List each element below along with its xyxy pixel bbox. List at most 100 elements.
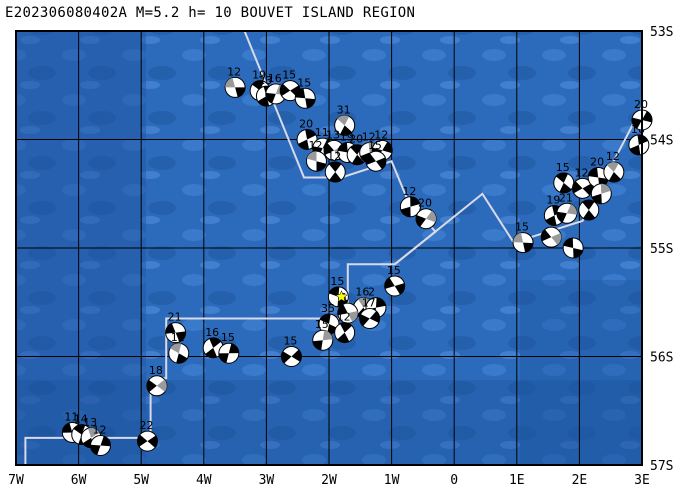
compressional-quadrant	[384, 277, 395, 289]
longitude-label: 6W	[71, 473, 87, 488]
focal-mechanism: 15	[294, 76, 316, 109]
compressional-quadrant	[137, 434, 148, 447]
focal-mechanism: 15	[384, 264, 406, 297]
focal-mechanism: 12	[334, 311, 356, 344]
longitude-label: 3W	[259, 473, 275, 488]
compressional-quadrant	[323, 142, 335, 155]
compressional-quadrant	[416, 215, 427, 227]
compressional-quadrant	[606, 162, 619, 173]
compressional-quadrant	[582, 200, 595, 211]
focal-mechanism: 15	[312, 318, 334, 351]
depth-label: 20	[349, 133, 363, 146]
compressional-quadrant	[382, 141, 393, 154]
depth-label: 20	[590, 155, 604, 168]
compressional-quadrant	[281, 351, 292, 364]
depth-label: 15	[283, 335, 297, 348]
longitude-label: 2E	[572, 473, 588, 488]
depth-label: 13	[83, 416, 97, 429]
compressional-quadrant	[582, 183, 593, 196]
depth-label: 31	[337, 103, 351, 116]
focal-mechanism: 15	[218, 331, 240, 364]
compressional-quadrant	[556, 211, 567, 223]
compressional-quadrant	[513, 232, 524, 243]
compressional-quadrant	[329, 286, 340, 297]
depth-label: 12	[402, 185, 416, 198]
compressional-quadrant	[147, 435, 158, 448]
depth-label: 11	[64, 410, 78, 423]
compressional-quadrant	[225, 77, 236, 88]
focal-mechanism: 18	[146, 364, 168, 397]
compressional-quadrant	[375, 297, 386, 308]
depth-label: 15	[330, 275, 344, 288]
compressional-quadrant	[337, 332, 350, 343]
depth-label: 12	[327, 150, 341, 163]
longitude-label: 2W	[321, 473, 337, 488]
depth-label: 12	[227, 65, 241, 78]
longitude-label: 3E	[634, 473, 650, 488]
focal-mechanism: 20	[631, 98, 653, 131]
depth-label: 23	[258, 74, 272, 87]
compressional-quadrant	[337, 304, 348, 316]
compressional-quadrant	[426, 210, 437, 223]
focal-mechanism: 19	[543, 193, 565, 226]
focal-mechanism: 12	[572, 166, 594, 199]
compressional-quadrant	[209, 337, 222, 348]
compressional-quadrant	[306, 151, 317, 162]
compressional-quadrant	[337, 142, 348, 153]
depth-label: 12	[606, 150, 620, 163]
compressional-quadrant	[632, 117, 642, 129]
depth-label: 13	[326, 128, 340, 141]
compressional-quadrant	[329, 172, 342, 183]
focal-mechanism: 12	[305, 139, 327, 172]
compressional-quadrant	[541, 229, 552, 242]
depth-label: 15	[387, 264, 401, 277]
focal-mechanism: 12	[90, 423, 112, 456]
compressional-quadrant	[337, 115, 350, 126]
focal-mechanism: 20	[415, 197, 437, 230]
compressional-quadrant	[73, 424, 86, 435]
focal-mechanism: 20	[296, 118, 318, 150]
depth-label: 15	[515, 221, 529, 234]
focal-mechanism: 15	[280, 335, 302, 367]
event-star-icon	[335, 290, 348, 303]
depth-label: 11	[315, 126, 329, 139]
longitude-label: 0	[450, 473, 458, 488]
map-frame	[15, 30, 643, 466]
compressional-quadrant	[329, 162, 342, 173]
longitude-label: 1W	[384, 473, 400, 488]
compressional-quadrant	[394, 283, 405, 295]
focal-mechanism: 12	[324, 150, 346, 183]
depth-label: 21	[168, 311, 182, 324]
compressional-quadrant	[265, 92, 276, 104]
ridge-segment	[243, 30, 437, 266]
compressional-quadrant	[559, 182, 572, 193]
compressional-quadrant	[369, 311, 380, 323]
focal-mechanism: 15	[365, 139, 387, 172]
compressional-quadrant	[400, 206, 411, 217]
focal-mechanism: 15	[512, 221, 534, 254]
compressional-quadrant	[358, 297, 371, 308]
compressional-quadrant	[257, 96, 270, 107]
compressional-quadrant	[305, 129, 317, 140]
depth-label: 15	[297, 76, 311, 89]
compressional-quadrant	[588, 167, 599, 178]
depth-label: 15	[282, 69, 296, 82]
compressional-quadrant	[591, 193, 602, 204]
compressional-quadrant	[375, 157, 386, 170]
depth-label: 16	[355, 286, 369, 299]
compressional-quadrant	[556, 172, 568, 183]
compressional-quadrant	[608, 172, 621, 183]
depth-label: 17	[362, 297, 376, 310]
compressional-quadrant	[146, 379, 157, 393]
compressional-quadrant	[90, 444, 101, 455]
focal-mechanism: 12	[603, 150, 625, 183]
compressional-quadrant	[170, 343, 182, 354]
focal-mechanism	[590, 183, 612, 205]
compressional-quadrant	[563, 238, 574, 248]
compressional-quadrant	[347, 311, 358, 322]
depth-label: 12	[374, 128, 388, 141]
focal-mechanism: 13	[80, 416, 102, 449]
depth-label: 20	[299, 118, 313, 131]
compressional-quadrant	[228, 343, 239, 354]
latitude-label: 56S	[650, 351, 673, 366]
